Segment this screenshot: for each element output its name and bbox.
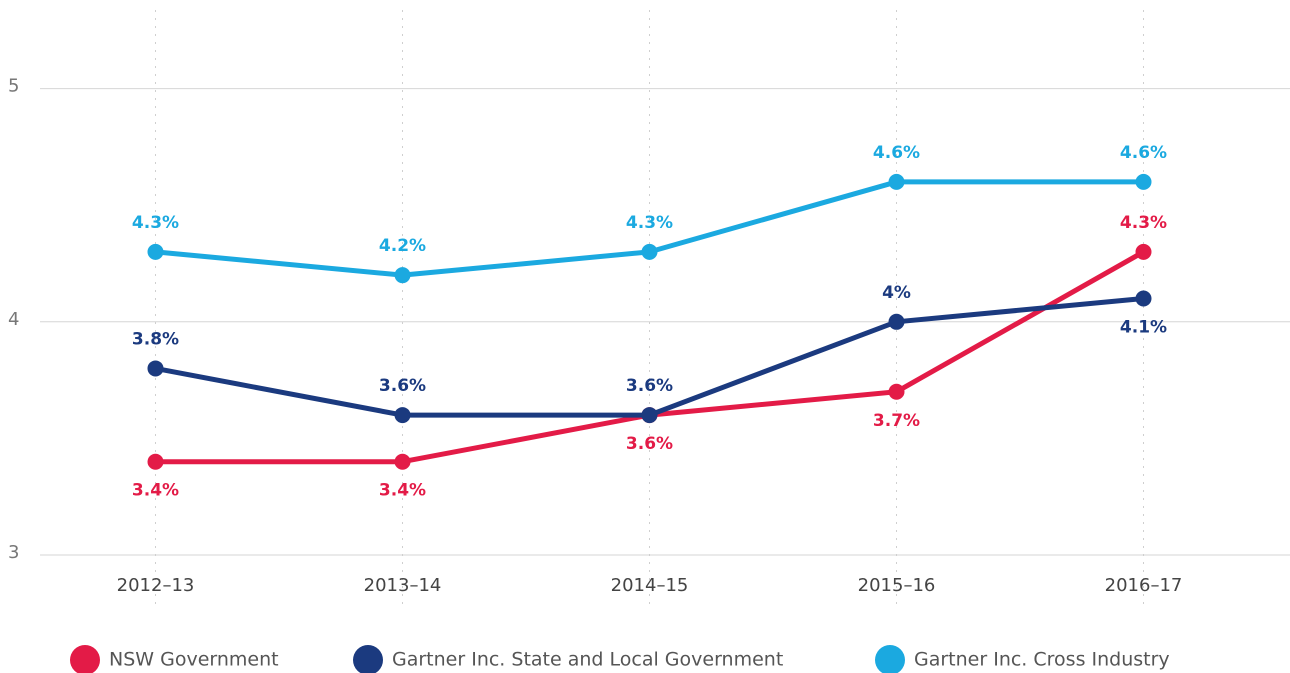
point (394, 407, 411, 424)
point (888, 173, 905, 190)
value-label: 3.4% (379, 481, 426, 501)
legend-marker (70, 645, 100, 673)
legend-label: Gartner Inc. State and Local Government (392, 649, 783, 671)
legend-label: Gartner Inc. Cross Industry (914, 649, 1170, 671)
y-tick-label: 3 (8, 542, 19, 563)
point (394, 453, 411, 470)
point (147, 360, 164, 377)
point (641, 243, 658, 260)
value-label: 3.6% (626, 376, 673, 396)
value-label: 4.2% (379, 236, 426, 256)
legend-label: NSW Government (109, 649, 279, 671)
point (888, 313, 905, 330)
x-tick-label: 2014–15 (611, 575, 689, 596)
point (394, 267, 411, 284)
point (888, 383, 905, 400)
x-tick-label: 2016–17 (1105, 575, 1183, 596)
value-label: 4% (882, 283, 911, 303)
point (1135, 173, 1152, 190)
value-label: 4.3% (1120, 213, 1167, 233)
value-label: 3.6% (626, 434, 673, 454)
point (147, 453, 164, 470)
value-label: 3.7% (873, 411, 920, 431)
y-tick-label: 4 (8, 309, 19, 330)
value-label: 4.3% (626, 213, 673, 233)
value-label: 3.6% (379, 376, 426, 396)
value-label: 3.4% (132, 481, 179, 501)
point (1135, 290, 1152, 307)
point (147, 243, 164, 260)
point (1135, 243, 1152, 260)
x-tick-label: 2015–16 (858, 575, 936, 596)
x-tick-label: 2013–14 (364, 575, 442, 596)
legend-marker (353, 645, 383, 673)
y-tick-label: 5 (8, 76, 19, 97)
x-tick-label: 2012–13 (117, 575, 195, 596)
value-label: 4.6% (1120, 143, 1167, 163)
value-label: 4.3% (132, 213, 179, 233)
value-label: 3.8% (132, 329, 179, 349)
point (641, 407, 658, 424)
value-label: 4.1% (1120, 317, 1167, 337)
legend-marker (875, 645, 905, 673)
value-label: 4.6% (873, 143, 920, 163)
